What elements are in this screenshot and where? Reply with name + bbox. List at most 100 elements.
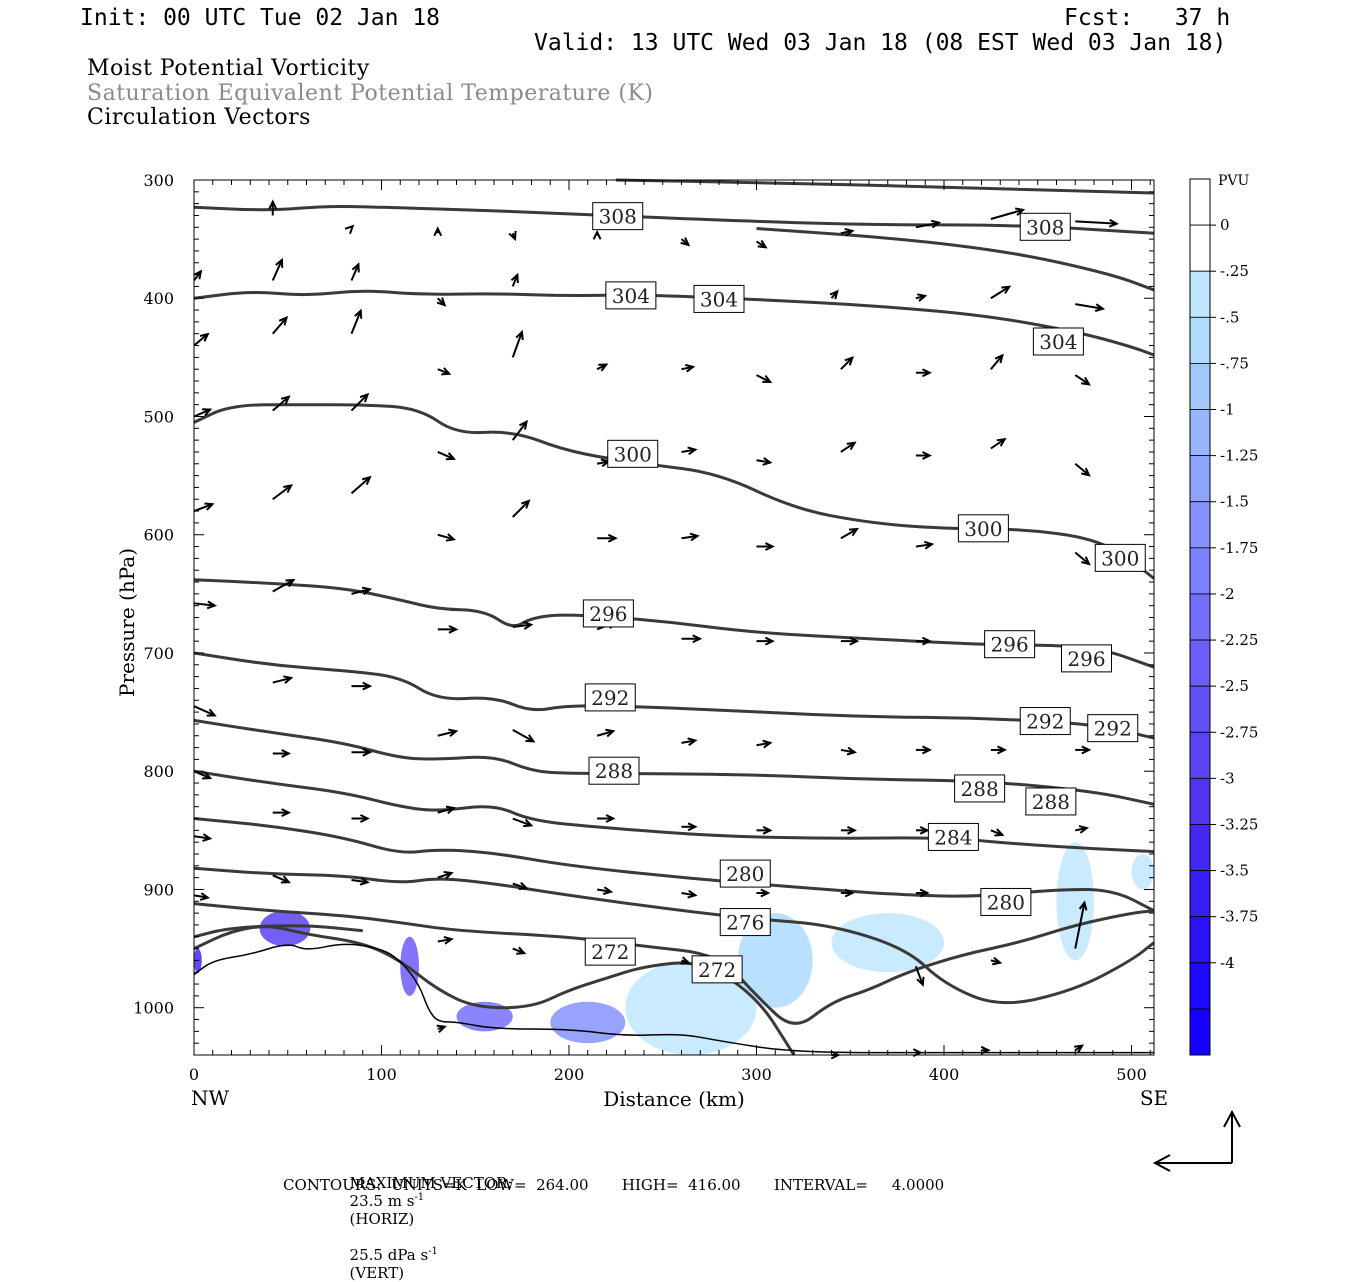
vector-head <box>283 675 294 684</box>
vector-head <box>525 734 536 743</box>
contour-label: 292 <box>1087 714 1139 743</box>
vector-head <box>523 818 534 828</box>
colorbar-label: -2.5 <box>1220 677 1249 695</box>
vector-head <box>283 484 293 494</box>
circulation-vector <box>990 828 1005 837</box>
circulation-vector <box>914 965 925 987</box>
circulation-vector <box>756 739 773 749</box>
circulation-vector <box>510 272 519 287</box>
vector-shaft <box>512 728 534 743</box>
theta-contour <box>193 866 1155 1005</box>
valid-time-label: Valid: 13 UTC Wed 03 Jan 18 (08 EST Wed … <box>534 30 1227 56</box>
circulation-vector <box>271 315 289 335</box>
vector-head <box>518 881 529 891</box>
vector-head <box>1081 467 1091 477</box>
circulation-vector <box>512 946 527 955</box>
vector-shaft <box>437 938 452 943</box>
init-time-label: Init: 00 UTC Tue 02 Jan 18 <box>80 5 441 31</box>
vector-shaft <box>437 533 455 541</box>
circulation-vector <box>915 368 932 378</box>
colorbar-bin <box>1189 409 1211 457</box>
vector-shaft <box>351 588 371 595</box>
circulation-vector <box>756 825 773 835</box>
circulation-vector <box>755 239 768 249</box>
vector-shaft <box>1075 303 1104 310</box>
theta-contour <box>193 651 1155 740</box>
vector-shaft <box>272 396 290 412</box>
vector-shaft <box>193 894 208 899</box>
circulation-vector <box>596 458 611 468</box>
circulation-vector <box>840 636 860 646</box>
vector-head <box>685 363 696 373</box>
vector-head <box>441 367 452 376</box>
circulation-vector <box>437 624 459 634</box>
circulation-vector <box>915 636 932 646</box>
vector-head <box>846 441 857 451</box>
circulation-vector <box>592 229 602 240</box>
contour-label-box <box>1019 212 1071 241</box>
vector-head <box>930 219 942 229</box>
colorbar-bin <box>1189 731 1211 779</box>
circulation-vector <box>681 446 698 456</box>
circulation-vector <box>915 219 942 229</box>
circulation-vector <box>193 705 217 717</box>
contour-label-text: 300 <box>1101 546 1139 570</box>
circulation-vector <box>840 888 855 898</box>
colorbar-label: -3.5 <box>1220 862 1249 880</box>
contour-label: 280 <box>719 859 771 888</box>
vector-head <box>433 226 443 237</box>
theta-contour <box>193 924 363 939</box>
circulation-vector <box>437 451 456 461</box>
theta-contour <box>193 403 1155 580</box>
vector-head <box>436 1024 447 1033</box>
contour-label: 304 <box>1032 327 1084 356</box>
contour-label-box <box>607 439 659 468</box>
circulation-vector <box>840 227 855 237</box>
vector-shaft <box>990 438 1006 450</box>
contour-label-box <box>1032 327 1084 356</box>
vector-head <box>445 533 457 542</box>
y-tick-label: 400 <box>143 289 174 308</box>
contour-label: 300 <box>957 514 1009 543</box>
vector-shaft <box>1074 902 1086 949</box>
vector-shaft <box>756 459 771 464</box>
forecast-hour-label: Fcst: 37 h <box>1064 5 1231 31</box>
contour-label: 300 <box>1094 543 1146 572</box>
contour-label-text: 288 <box>1032 790 1070 814</box>
contour-label-text: 300 <box>964 517 1002 541</box>
vector-head <box>344 224 355 235</box>
vector-head <box>994 828 1005 837</box>
circulation-vector <box>436 297 447 307</box>
vector-shaft <box>350 476 371 495</box>
circulation-vector <box>351 877 370 886</box>
vector-head <box>1015 207 1026 216</box>
contour-label-box <box>954 774 1006 803</box>
pv-patch <box>625 960 757 1055</box>
colorbar-label: 0 <box>1220 216 1230 234</box>
vector-head <box>193 269 203 280</box>
vector-head <box>592 229 602 240</box>
vector-shaft <box>437 872 452 879</box>
contour-label-text: 288 <box>595 759 633 783</box>
max-vert-value: 25.5 dPa s <box>349 1246 429 1264</box>
contour-label-box <box>927 822 979 851</box>
colorbar-bin <box>1189 916 1211 964</box>
circulation-vector <box>756 457 773 466</box>
max-vector-line: MAXIMUM VECTOR: 23.5 m s-1 (HORIZ) 25.5 … <box>340 1156 513 1282</box>
reference-vector-icon <box>1152 1109 1241 1172</box>
vector-shaft <box>351 879 368 884</box>
contour-label-box <box>719 859 771 888</box>
contour-label: 284 <box>927 822 979 851</box>
circulation-vector <box>596 363 609 372</box>
vector-shaft <box>193 602 215 607</box>
vector-head <box>202 771 213 780</box>
circulation-vector <box>193 332 210 347</box>
y-tick-label: 600 <box>143 526 174 545</box>
vector-head <box>199 332 210 342</box>
contour-labels-layer: 308 308 304 304 304 300 300 300 296 296 296 292 292 2… <box>582 202 1146 984</box>
vector-head <box>764 542 775 551</box>
vector-head <box>204 502 215 511</box>
circulation-vector <box>512 499 531 518</box>
circulation-vector <box>436 1024 447 1033</box>
vector-head <box>997 745 1007 755</box>
